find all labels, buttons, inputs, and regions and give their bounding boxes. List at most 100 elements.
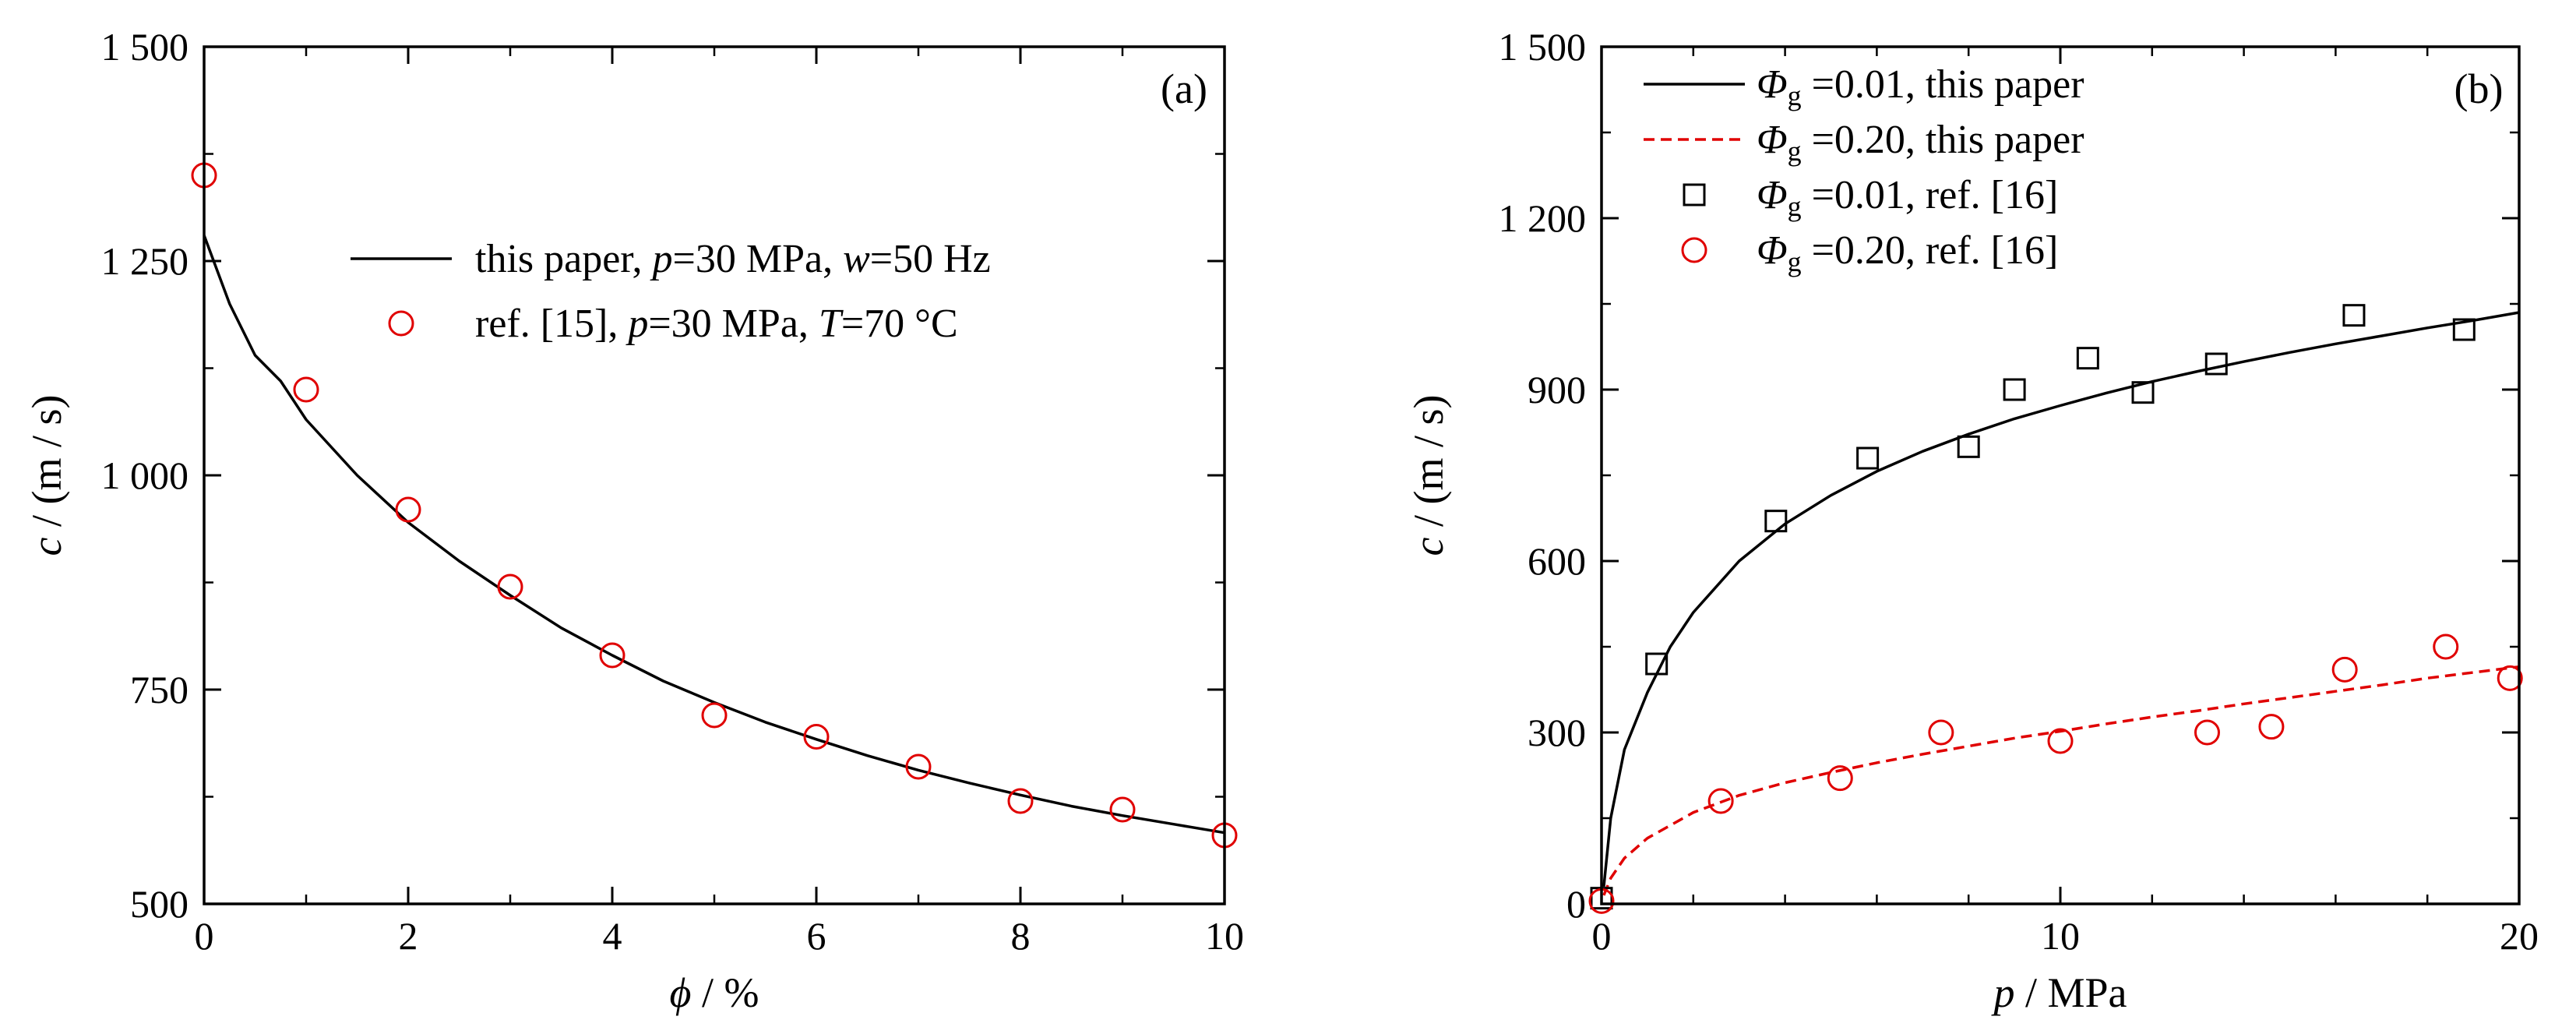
y-axis-title: c / (m / s)	[23, 395, 70, 556]
data-point	[701, 702, 728, 729]
x-tick-label: 8	[1011, 914, 1031, 958]
series-line	[1602, 665, 2520, 896]
legend-swatch	[388, 310, 414, 337]
data-point	[2497, 665, 2523, 691]
panel-label: (b)	[2454, 65, 2504, 112]
x-axis-title: p / MPa	[1990, 969, 2127, 1016]
y-tick-label: 1 000	[101, 454, 189, 497]
data-point	[2433, 633, 2459, 660]
legend-label: Φg =0.01, ref. [16]	[1757, 173, 2058, 222]
data-point	[2003, 378, 2026, 401]
legend-text-run: w	[843, 237, 870, 281]
data-point	[1707, 788, 1734, 814]
data-point	[2331, 656, 2358, 683]
legend-label: this paper, p=30 MPa, w=50 Hz	[475, 237, 991, 281]
y-axis-title: c / (m / s)	[1405, 395, 1452, 556]
data-point	[2452, 318, 2476, 341]
x-axis-symbol: p	[1990, 969, 2014, 1016]
x-axis-unit: / MPa	[2014, 969, 2127, 1016]
plot-frame	[1600, 45, 2521, 905]
legend-item: Φg =0.01, this paper	[1644, 62, 2084, 111]
data-point	[1645, 652, 1669, 676]
x-tick-label: 0	[1592, 914, 1612, 958]
legend-text-run: g	[1788, 80, 1802, 111]
legend-text-run: =30 MPa,	[648, 302, 819, 346]
x-tick-label: 4	[603, 914, 622, 958]
legend-text-run: =70 °C	[841, 302, 958, 346]
legend-text-run: Φ	[1757, 228, 1788, 273]
series-1	[1602, 311, 2520, 888]
data-point	[2047, 728, 2074, 754]
data-point	[1928, 719, 1954, 746]
y-tick-label: 1 250	[101, 239, 189, 283]
legend-item: Φg =0.20, this paper	[1644, 118, 2084, 167]
legend-label: ref. [15], p=30 MPa, T=70 °C	[475, 302, 958, 346]
y-axis-symbol: c	[23, 537, 70, 556]
data-point	[1007, 788, 1034, 814]
legend-text-run: =30 MPa,	[673, 237, 844, 281]
legend-text-run: =50 Hz	[870, 237, 991, 281]
panel-label: (a)	[1161, 65, 1207, 112]
data-point	[803, 724, 830, 750]
y-tick-label: 900	[1528, 368, 1586, 411]
legend-item: this paper, p=30 MPa, w=50 Hz	[351, 237, 991, 281]
y-tick-label: 1 200	[1499, 196, 1587, 240]
legend-item: ref. [15], p=30 MPa, T=70 °C	[388, 302, 958, 346]
series-3	[1590, 304, 2476, 910]
series-line	[203, 235, 1225, 835]
legend-item: Φg =0.01, ref. [16]	[1683, 173, 2058, 222]
x-axis-unit: / %	[691, 969, 759, 1016]
data-point	[1827, 765, 1853, 792]
legend-text-run: =0.01, ref. [16]	[1802, 173, 2059, 217]
series-4	[1588, 633, 2523, 914]
legend-text-run: p	[650, 237, 673, 281]
legend-label: Φg =0.01, this paper	[1757, 62, 2084, 111]
data-point	[2342, 304, 2366, 327]
x-tick-label: 10	[2041, 914, 2080, 958]
legend-text-run: this paper,	[475, 237, 653, 281]
data-point	[599, 642, 625, 669]
data-point	[2194, 719, 2220, 746]
y-axis-unit: / (m / s)	[1405, 395, 1452, 538]
y-tick-label: 1 500	[101, 25, 189, 69]
y-tick-label: 600	[1528, 539, 1586, 583]
legend-text-run: =0.01, this paper	[1802, 62, 2084, 107]
legend-text-run: T	[819, 302, 844, 346]
x-tick-label: 10	[1205, 914, 1244, 958]
data-point	[2258, 714, 2285, 740]
data-point	[2204, 352, 2228, 376]
legend-swatch	[1681, 237, 1707, 263]
data-point	[293, 376, 319, 403]
legend-text-run: g	[1788, 246, 1802, 277]
data-point	[497, 573, 523, 600]
y-tick-label: 1 500	[1499, 25, 1587, 69]
data-point	[395, 496, 421, 523]
series-2	[191, 162, 1238, 849]
y-tick-label: 500	[130, 882, 189, 926]
x-tick-label: 2	[399, 914, 418, 958]
y-tick-label: 0	[1566, 882, 1586, 926]
legend-text-run: p	[625, 302, 648, 346]
data-point	[1957, 435, 1980, 458]
legend-label: Φg =0.20, ref. [16]	[1757, 228, 2058, 277]
data-point	[2076, 347, 2099, 370]
data-point	[1856, 446, 1880, 470]
legend-text-run: g	[1788, 136, 1802, 167]
panel-b-chart: 0 10 20 0 300 600 900 1 200 1 500 Φg =0.01, this …	[1405, 25, 2539, 1016]
legend-item: Φg =0.20, ref. [16]	[1681, 228, 2058, 277]
x-tick-label: 0	[195, 914, 214, 958]
series-line	[1602, 311, 2520, 888]
legend-text-run: Φ	[1757, 62, 1788, 107]
x-tick-label: 6	[807, 914, 826, 958]
y-tick-label: 750	[130, 668, 189, 711]
x-axis-title: ϕ / %	[670, 969, 759, 1016]
data-point	[1109, 796, 1136, 823]
series-1	[203, 235, 1225, 835]
legend-text-run: =0.20, ref. [16]	[1802, 228, 2059, 273]
plot-frame	[203, 45, 1226, 905]
y-axis-symbol: c	[1405, 537, 1452, 556]
series-2	[1602, 665, 2520, 896]
data-point	[905, 753, 932, 780]
data-point	[2131, 381, 2155, 404]
